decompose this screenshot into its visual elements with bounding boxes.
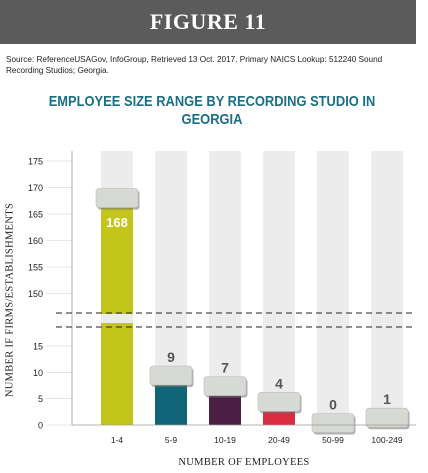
y-tick-label: 0: [38, 421, 43, 431]
y-tick-label: 170: [28, 183, 43, 193]
x-tick-label: 100-249: [371, 435, 402, 445]
x-tick-label: 5-9: [165, 435, 178, 445]
chart-title: EMPLOYEE SIZE RANGE BY RECORDING STUDIO …: [48, 93, 376, 128]
data-label: 7: [221, 360, 229, 376]
data-bar: [101, 323, 133, 425]
bar-cap: [257, 392, 301, 412]
data-label: 1: [383, 391, 391, 407]
y-tick-label: 5: [38, 394, 43, 404]
y-tick-label: 15: [33, 342, 43, 352]
bar-cap: [203, 376, 247, 396]
data-bar: [101, 198, 133, 314]
bar-cap: [149, 365, 193, 386]
x-tick-label: 10-19: [214, 435, 236, 445]
y-tick-label: 165: [28, 210, 43, 220]
x-tick-label: 20-49: [268, 435, 290, 445]
column-background: [371, 151, 403, 425]
data-label: 4: [275, 375, 283, 391]
y-tick-label: 150: [28, 289, 43, 299]
data-label: 0: [329, 397, 337, 413]
y-tick-label: 10: [33, 368, 43, 378]
x-tick-label: 50-99: [322, 435, 344, 445]
figure-banner: [0, 0, 416, 44]
figure-label: FIGURE 11: [149, 9, 267, 34]
bar-cap: [95, 188, 139, 208]
x-axis-title: NUMBER OF EMPLOYEES: [178, 457, 310, 468]
source-note: Source: ReferenceUSAGov, InfoGroup, Retr…: [6, 55, 383, 75]
x-tick-label: 1-4: [111, 435, 124, 445]
y-tick-label: 160: [28, 236, 43, 246]
data-label: 168: [106, 215, 128, 230]
y-axis-label: NUMBER IF FIRMS/ESTABLISHMENTS: [4, 202, 16, 398]
bar-cap: [365, 407, 409, 428]
y-tick-label: 175: [28, 157, 43, 167]
column-background: [263, 151, 295, 425]
column-background: [317, 151, 349, 425]
bar-cap: [311, 413, 355, 433]
y-tick-label: 155: [28, 263, 43, 273]
data-label: 9: [167, 349, 175, 365]
